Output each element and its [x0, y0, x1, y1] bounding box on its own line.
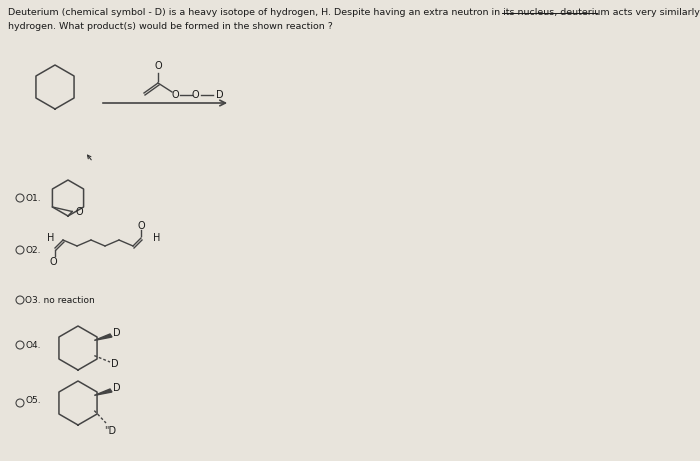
- Text: H: H: [48, 233, 55, 243]
- Text: O: O: [191, 90, 199, 100]
- Text: D: D: [216, 90, 223, 100]
- Text: O5.: O5.: [25, 396, 41, 404]
- Polygon shape: [94, 334, 112, 340]
- Text: H: H: [153, 233, 160, 243]
- Polygon shape: [52, 180, 83, 216]
- Text: O: O: [137, 221, 145, 231]
- Polygon shape: [36, 65, 74, 109]
- Text: hydrogen. What product(s) would be formed in the shown reaction ?: hydrogen. What product(s) would be forme…: [8, 22, 333, 31]
- Text: O: O: [75, 207, 83, 217]
- Text: O4.: O4.: [25, 341, 41, 349]
- Text: Deuterium (chemical symbol - D) is a heavy isotope of hydrogen, H. Despite havin: Deuterium (chemical symbol - D) is a hea…: [8, 8, 700, 17]
- Text: O3. no reaction: O3. no reaction: [25, 296, 94, 305]
- Polygon shape: [59, 326, 97, 370]
- Text: D: D: [113, 328, 120, 338]
- Text: O2.: O2.: [25, 246, 41, 254]
- Polygon shape: [94, 389, 112, 396]
- Text: O: O: [154, 61, 162, 71]
- Text: O: O: [172, 90, 178, 100]
- Text: D: D: [111, 359, 118, 369]
- Polygon shape: [59, 381, 97, 425]
- Text: D: D: [113, 383, 120, 393]
- Text: O: O: [49, 257, 57, 267]
- Text: O1.: O1.: [25, 194, 41, 202]
- Text: "D: "D: [104, 426, 116, 436]
